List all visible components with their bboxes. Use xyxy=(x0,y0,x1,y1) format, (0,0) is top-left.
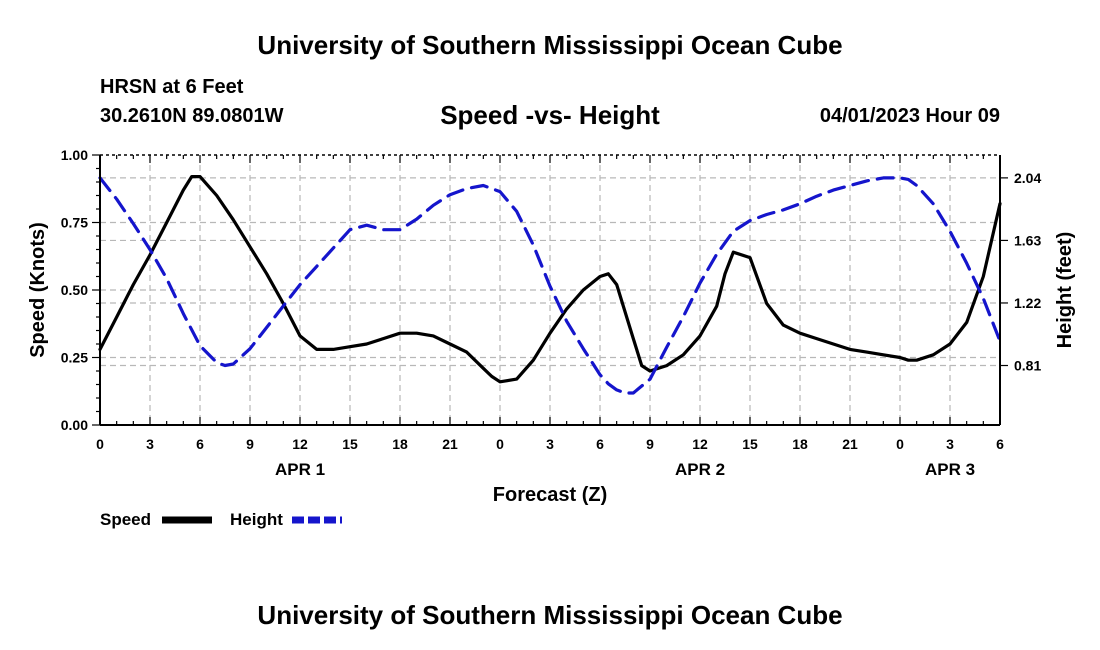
x-tick-label: 6 xyxy=(196,436,204,452)
x-tick-label: 18 xyxy=(792,436,808,452)
x-tick-label: 18 xyxy=(392,436,408,452)
x-tick-label: 9 xyxy=(646,436,654,452)
x-tick-label: 21 xyxy=(842,436,858,452)
forecast-datetime: 04/01/2023 Hour 09 xyxy=(819,105,1000,127)
date-label: APR 1 xyxy=(275,460,325,479)
x-tick-label: 12 xyxy=(292,436,308,452)
x-tick-label: 21 xyxy=(442,436,458,452)
y-tick-label: 0.75 xyxy=(61,215,88,231)
x-tick-label: 0 xyxy=(496,436,504,452)
series-line-height xyxy=(98,176,1002,395)
y2-tick-label: 0.81 xyxy=(1014,358,1041,374)
main-title: University of Southern Mississippi Ocean… xyxy=(257,30,843,60)
x-tick-label: 12 xyxy=(692,436,708,452)
legend: Speed Height xyxy=(100,510,342,529)
y2-tick-label: 1.22 xyxy=(1014,295,1041,311)
x-tick-label: 6 xyxy=(996,436,1004,452)
x-tick-label: 15 xyxy=(742,436,758,452)
date-label: APR 3 xyxy=(925,460,975,479)
x-tick-label: 15 xyxy=(342,436,358,452)
x-tick-label: 3 xyxy=(546,436,554,452)
x-tick-label: 3 xyxy=(946,436,954,452)
y2-axis-title: Height (feet) xyxy=(1054,232,1076,349)
x-tick-label: 0 xyxy=(896,436,904,452)
grid-layer xyxy=(100,154,1000,425)
y-tick-label: 1.00 xyxy=(61,147,88,163)
chart-title: Speed -vs- Height xyxy=(440,100,660,130)
y2-tick-label: 1.63 xyxy=(1014,232,1041,248)
y-tick-label: 0.50 xyxy=(61,282,88,298)
date-label: APR 2 xyxy=(675,460,725,479)
axes-layer xyxy=(92,154,1008,426)
x-tick-label: 3 xyxy=(146,436,154,452)
y-axis-title: Speed (Knots) xyxy=(27,222,49,358)
x-axis-title: Forecast (Z) xyxy=(493,484,607,506)
station-label: HRSN at 6 Feet xyxy=(100,76,244,98)
x-tick-label: 9 xyxy=(246,436,254,452)
y-tick-label: 0.00 xyxy=(61,417,88,433)
y-tick-label: 0.25 xyxy=(61,350,88,366)
legend-label-height: Height xyxy=(230,510,283,529)
series-layer xyxy=(98,175,1002,395)
y2-tick-label: 2.04 xyxy=(1014,170,1041,186)
legend-label-speed: Speed xyxy=(100,510,151,529)
footer-title: University of Southern Mississippi Ocean… xyxy=(257,600,843,630)
x-tick-label: 0 xyxy=(96,436,104,452)
labels-layer: 0 3 6 9 12 15 18 21 0 3 6 9 12 15 18 21 0 3 6 0.00 0.25 0.50 0… xyxy=(27,147,1076,506)
series-line-speed xyxy=(98,175,1002,384)
station-coordinates: 30.2610N 89.0801W xyxy=(100,105,284,127)
x-tick-label: 6 xyxy=(596,436,604,452)
